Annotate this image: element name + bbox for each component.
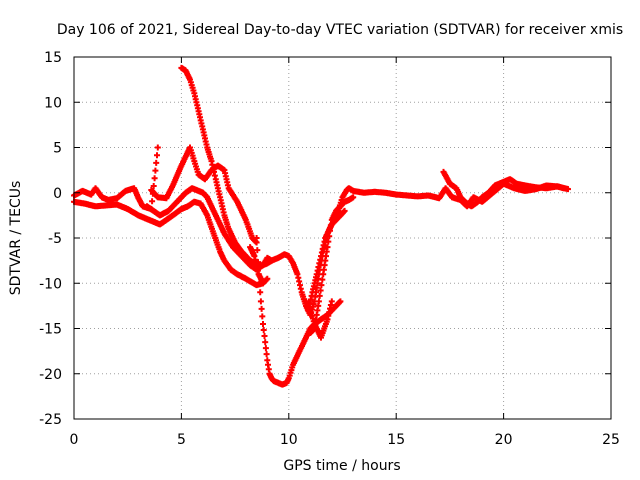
series-trace-d bbox=[148, 144, 260, 246]
series-trace-f bbox=[253, 235, 344, 388]
series-trace-l bbox=[247, 244, 271, 287]
y-tick-label: -10 bbox=[39, 276, 62, 292]
series-trace-k bbox=[303, 298, 335, 341]
x-tick-label: 5 bbox=[177, 432, 186, 448]
y-tick-label: -25 bbox=[39, 412, 62, 428]
point-markers bbox=[440, 168, 567, 210]
point-markers bbox=[303, 298, 335, 341]
chart-title: Day 106 of 2021, Sidereal Day-to-day VTE… bbox=[57, 22, 623, 38]
y-tick-label: 5 bbox=[53, 141, 62, 157]
y-tick-label: -20 bbox=[39, 367, 62, 383]
x-tick-label: 20 bbox=[495, 432, 513, 448]
x-axis-label: GPS time / hours bbox=[283, 458, 400, 474]
point-markers bbox=[247, 244, 271, 287]
y-tick-label: -15 bbox=[39, 322, 62, 338]
y-tick-label: -5 bbox=[48, 231, 62, 247]
y-axis-label: SDTVAR / TECUs bbox=[8, 181, 24, 296]
y-tick-label: 15 bbox=[44, 50, 62, 66]
point-markers bbox=[253, 235, 344, 388]
x-tick-labels: 0 5 10 15 20 25 bbox=[70, 432, 620, 448]
x-tick-label: 10 bbox=[280, 432, 298, 448]
tick-marks bbox=[73, 56, 612, 420]
point-markers bbox=[148, 144, 260, 246]
y-tick-label: 10 bbox=[44, 95, 62, 111]
series-trace-j bbox=[440, 168, 567, 210]
y-tick-label: 0 bbox=[53, 186, 62, 202]
series-trace-e bbox=[178, 64, 275, 269]
x-tick-label: 15 bbox=[387, 432, 405, 448]
point-markers bbox=[178, 64, 275, 269]
y-tick-labels: 15 10 5 0 -5 -10 -15 -20 -25 bbox=[39, 50, 62, 428]
x-tick-label: 25 bbox=[602, 432, 620, 448]
x-tick-label: 0 bbox=[70, 432, 79, 448]
